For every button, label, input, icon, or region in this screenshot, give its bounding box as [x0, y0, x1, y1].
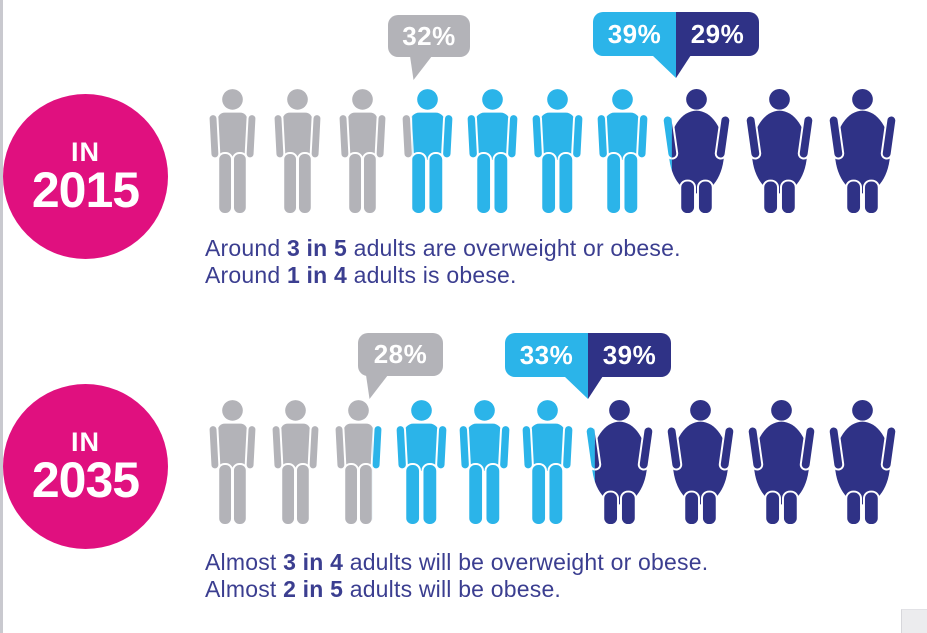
- bubble-label: 28%: [373, 339, 428, 369]
- speech-bubble-not-overweight-2015: 32%: [388, 15, 470, 57]
- person-figure-8-split: [661, 88, 732, 216]
- bubble-label: 33%: [519, 339, 574, 370]
- year-badge-prefix: IN: [71, 426, 100, 457]
- person-figure-7-split: [584, 399, 655, 527]
- caption-text: adults will be overweight or obese.: [343, 549, 709, 575]
- speech-bubble-tail: [366, 375, 388, 399]
- person-figure-3-split: [333, 400, 384, 526]
- person-figure-9: [746, 399, 817, 527]
- bubble-overweight-2015: 39%: [593, 12, 676, 56]
- person-figure-6: [530, 89, 585, 215]
- bubble-label: 32%: [402, 20, 456, 51]
- caption-ratio: 3 in 4: [283, 549, 344, 575]
- person-figure-10: [827, 88, 898, 216]
- year-badge-year: 2015: [31, 161, 140, 218]
- bubble-overweight-2035: 33%: [505, 333, 588, 377]
- caption-2035-line2: Almost 2 in 5 adults will be obese.: [205, 576, 708, 603]
- person-figure-9: [744, 88, 815, 216]
- speech-bubble-tail-light: [652, 55, 676, 78]
- caption-text: adults is obese.: [346, 262, 517, 288]
- bubble-label: 39%: [607, 18, 662, 49]
- speech-bubble-pair-2035: 33% 39%: [505, 333, 671, 377]
- caption-2035: Almost 3 in 4 adults will be overweight …: [205, 549, 708, 603]
- caption-text: Almost: [205, 576, 284, 602]
- person-figure-4-split: [400, 89, 455, 215]
- speech-bubble-not-overweight-2035: 28%: [358, 333, 443, 376]
- person-figure-1: [207, 400, 258, 526]
- year-badge-2035: IN 2035: [3, 384, 168, 549]
- bubble-obese-2035: 39%: [588, 333, 671, 377]
- caption-ratio: 3 in 5: [286, 235, 347, 261]
- figure-row-2035: [203, 399, 903, 527]
- caption-text: Around: [205, 235, 287, 261]
- speech-bubble-tail-navy: [588, 376, 603, 399]
- year-badge-year: 2035: [31, 451, 140, 508]
- caption-ratio: 2 in 5: [283, 576, 344, 602]
- caption-2015-line1: Around 3 in 5 adults are overweight or o…: [205, 235, 681, 262]
- bubble-label: 29%: [690, 18, 745, 49]
- year-badge-2015: IN 2015: [3, 94, 168, 259]
- person-figure-1: [207, 89, 258, 215]
- person-figure-4: [394, 400, 449, 526]
- caption-2015: Around 3 in 5 adults are overweight or o…: [205, 235, 681, 289]
- page-corner-artifact: [901, 609, 927, 633]
- caption-text: Almost: [205, 549, 284, 575]
- caption-2015-line2: Around 1 in 4 adults is obese.: [205, 262, 681, 289]
- person-figure-6: [520, 400, 575, 526]
- figure-row-2015: [203, 88, 903, 216]
- speech-bubble-tail: [410, 56, 432, 80]
- bubble-obese-2015: 29%: [676, 12, 759, 56]
- person-figure-8: [665, 399, 736, 527]
- person-figure-3: [337, 89, 388, 215]
- speech-bubble-tail-navy: [676, 55, 691, 78]
- caption-2035-line1: Almost 3 in 4 adults will be overweight …: [205, 549, 708, 576]
- speech-bubble-pair-2015: 39% 29%: [593, 12, 759, 56]
- person-figure-2: [270, 400, 321, 526]
- bubble-label: 39%: [602, 339, 657, 370]
- person-figure-5: [457, 400, 512, 526]
- speech-bubble-tail-light: [564, 376, 588, 399]
- year-badge-prefix: IN: [71, 136, 100, 167]
- caption-ratio: 1 in 4: [286, 262, 347, 288]
- person-figure-2: [272, 89, 323, 215]
- caption-text: adults will be obese.: [343, 576, 562, 602]
- person-figure-7: [595, 89, 650, 215]
- caption-text: adults are overweight or obese.: [346, 235, 681, 261]
- left-edge-border: [0, 0, 3, 633]
- person-figure-10: [827, 399, 898, 527]
- person-figure-5: [465, 89, 520, 215]
- caption-text: Around: [205, 262, 287, 288]
